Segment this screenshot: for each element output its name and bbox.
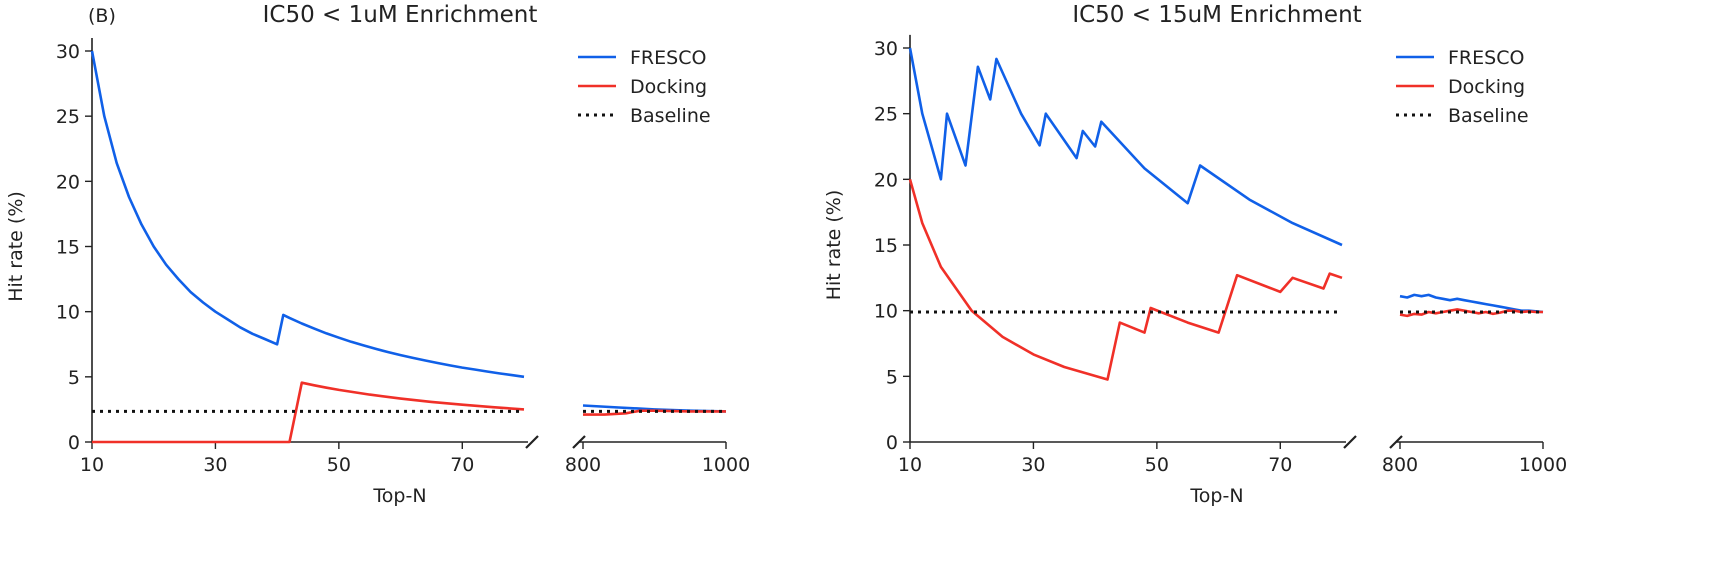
legend-label-fresco: FRESCO [630, 47, 706, 69]
series-line-fresco-tail [1399, 293, 1544, 314]
y-tick-label: 25 [874, 104, 898, 126]
legend-label-docking: Docking [630, 76, 707, 98]
y-tick-label: 30 [874, 38, 898, 60]
x-tick-label: 1000 [1519, 454, 1567, 476]
series-line-fresco-main [90, 50, 525, 379]
y-tick-label: 30 [56, 41, 80, 63]
y-tick-label: 5 [886, 366, 898, 388]
y-tick-label: 5 [68, 367, 80, 389]
y-tick-label: 15 [56, 237, 80, 259]
axis-break-mark [525, 435, 539, 449]
legend-label-docking: Docking [1448, 76, 1525, 98]
x-tick-label: 50 [1145, 454, 1169, 476]
series-line-docking-main [908, 178, 1343, 381]
series-line-fresco-main [908, 47, 1343, 247]
legend-label-baseline: Baseline [630, 105, 711, 127]
y-tick-label: 15 [874, 235, 898, 257]
y-tick-label: 0 [886, 432, 898, 454]
x-tick-label: 800 [1382, 454, 1418, 476]
x-tick-label: 30 [203, 454, 227, 476]
y-tick-label: 25 [56, 106, 80, 128]
axis-break-mark [1343, 435, 1357, 449]
x-tick-label: 30 [1021, 454, 1045, 476]
panel-label: (B) [88, 5, 116, 27]
series-line-docking-tail [1399, 308, 1543, 318]
x-tick-label: 10 [898, 454, 922, 476]
x-tick-label: 10 [80, 454, 104, 476]
y-tick-label: 0 [68, 432, 80, 454]
x-tick-label: 70 [450, 454, 474, 476]
x-tick-label: 800 [565, 454, 601, 476]
y-axis-label: Hit rate (%) [5, 191, 27, 302]
y-tick-label: 20 [56, 171, 80, 193]
y-tick-label: 10 [56, 302, 80, 324]
legend-label-baseline: Baseline [1448, 105, 1529, 127]
chart-title: IC50 < 15uM Enrichment [1072, 2, 1361, 28]
y-tick-label: 10 [874, 301, 898, 323]
chart-hit-rate-ic50-15um: IC50 < 15uM Enrichment 0 5 10 15 20 25 30 Hit ra… [823, 2, 1567, 507]
x-tick-label: 50 [327, 454, 351, 476]
x-tick-label: 70 [1268, 454, 1292, 476]
x-tick-label: 1000 [702, 454, 750, 476]
y-axis-label: Hit rate (%) [823, 190, 845, 301]
legend-label-fresco: FRESCO [1448, 47, 1524, 69]
chart-hit-rate-ic50-1um: IC50 < 1uM Enrichment 0 5 10 15 20 25 30 Hit rat… [5, 2, 750, 507]
x-axis-label: Top-N [1189, 485, 1243, 507]
y-tick-label: 20 [874, 169, 898, 191]
series-line-docking-main [92, 381, 525, 444]
chart-title: IC50 < 1uM Enrichment [263, 2, 538, 28]
x-axis-label: Top-N [372, 485, 426, 507]
